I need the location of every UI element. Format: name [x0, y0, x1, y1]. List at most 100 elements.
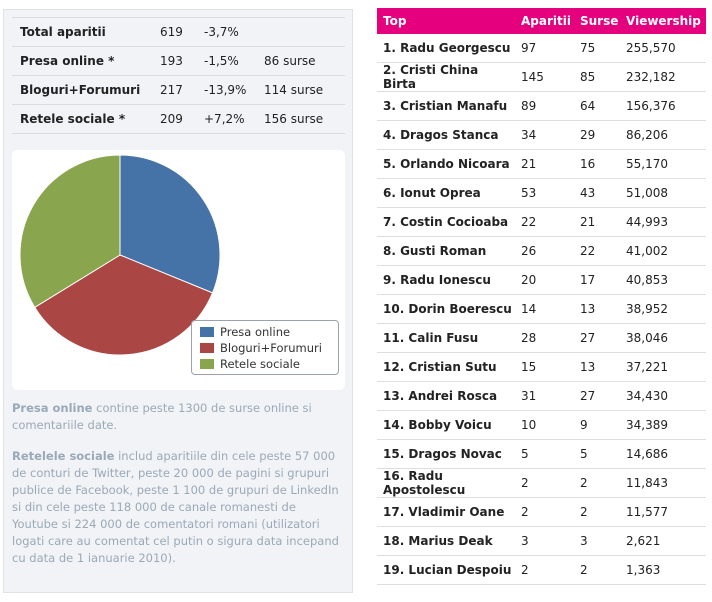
header-top[interactable]: Top [377, 8, 515, 34]
pie-slice-bloguri-forumuri[interactable] [34, 254, 214, 356]
summary-change: -1,5% [204, 46, 264, 76]
summary-sources: 114 surse [264, 75, 345, 105]
row-viewership: 11,843 [620, 468, 706, 498]
row-surse: 16 [574, 149, 620, 179]
row-name: 8. Gusti Roman [377, 236, 515, 266]
table-row: 14. Bobby Voicu 10 9 34,389 [377, 410, 706, 440]
legend-item-presa[interactable]: Presa online [200, 324, 338, 340]
row-viewership: 55,170 [620, 149, 706, 179]
table-row: 2. Cristi China Birta 145 85 232,182 [377, 62, 706, 92]
table-row: 9. Radu Ionescu 20 17 40,853 [377, 265, 706, 295]
note-presa-online: Presa online contine peste 1300 de surse… [12, 400, 345, 434]
legend-item-bloguri[interactable]: Bloguri+Forumuri [200, 340, 338, 356]
row-surse: 3 [574, 526, 620, 556]
row-viewership: 14,686 [620, 439, 706, 469]
header-aparitii[interactable]: Aparitii [515, 8, 574, 34]
row-name: 13. Andrei Rosca [377, 381, 515, 411]
top-table-header: Top Aparitii Surse Viewership [377, 8, 706, 34]
row-viewership: 37,221 [620, 352, 706, 382]
row-surse: 2 [574, 555, 620, 585]
row-name: 10. Dorin Boerescu [377, 294, 515, 324]
pie-slice-retele-sociale[interactable] [19, 154, 121, 309]
table-row: 11. Calin Fusu 28 27 38,046 [377, 323, 706, 353]
note-retele-sociale: Retelele sociale includ aparitiile din c… [12, 448, 345, 567]
table-row: 6. Ionut Oprea 53 43 51,008 [377, 178, 706, 208]
pie-chart: Presa online Bloguri+Forumuri Retele soc… [12, 150, 345, 390]
table-row: 5. Orlando Nicoara 21 16 55,170 [377, 149, 706, 179]
table-row: 4. Dragos Stanca 34 29 86,206 [377, 120, 706, 150]
table-row: 10. Dorin Boerescu 14 13 38,952 [377, 294, 706, 324]
pie-slice-presa-online[interactable] [119, 154, 221, 294]
row-name: 19. Lucian Despoiu [377, 555, 515, 585]
row-surse: 85 [574, 62, 620, 92]
row-surse: 29 [574, 120, 620, 150]
row-viewership: 2,621 [620, 526, 706, 556]
row-surse: 13 [574, 294, 620, 324]
note-keyword: Presa online [12, 401, 93, 415]
pie-chart-svg [19, 154, 221, 356]
row-surse: 17 [574, 265, 620, 295]
row-surse: 43 [574, 178, 620, 208]
row-viewership: 232,182 [620, 62, 706, 92]
table-row: 13. Andrei Rosca 31 27 34,430 [377, 381, 706, 411]
summary-row: Bloguri+Forumuri 217 -13,9% 114 surse [12, 75, 345, 105]
row-name: 14. Bobby Voicu [377, 410, 515, 440]
row-name: 6. Ionut Oprea [377, 178, 515, 208]
row-viewership: 34,389 [620, 410, 706, 440]
table-row: 19. Lucian Despoiu 2 2 1,363 [377, 555, 706, 585]
summary-change: -13,9% [204, 75, 264, 105]
row-viewership: 34,430 [620, 381, 706, 411]
header-surse[interactable]: Surse [574, 8, 620, 34]
legend-item-retele[interactable]: Retele sociale [200, 356, 338, 372]
row-aparitii: 34 [515, 120, 574, 150]
row-viewership: 40,853 [620, 265, 706, 295]
row-viewership: 156,376 [620, 91, 706, 121]
header-viewership[interactable]: Viewership [620, 8, 706, 34]
row-viewership: 44,993 [620, 207, 706, 237]
row-aparitii: 5 [515, 439, 574, 469]
row-aparitii: 53 [515, 178, 574, 208]
row-surse: 75 [574, 34, 620, 63]
row-name: 11. Calin Fusu [377, 323, 515, 353]
table-row: 8. Gusti Roman 26 22 41,002 [377, 236, 706, 266]
row-viewership: 1,363 [620, 555, 706, 585]
row-aparitii: 145 [515, 62, 574, 92]
summary-sources: 86 surse [264, 46, 345, 76]
row-viewership: 86,206 [620, 120, 706, 150]
note-text: contine peste 1300 de surse online si co… [12, 401, 312, 432]
row-aparitii: 31 [515, 381, 574, 411]
legend-label: Bloguri+Forumuri [220, 341, 322, 355]
table-row: 15. Dragos Novac 5 5 14,686 [377, 439, 706, 469]
row-name: 16. Radu Apostolescu [377, 468, 515, 498]
row-surse: 2 [574, 497, 620, 527]
legend-swatch [200, 327, 214, 337]
summary-count: 217 [160, 75, 204, 105]
table-row: 17. Vladimir Oane 2 2 11,577 [377, 497, 706, 527]
summary-sources [264, 17, 345, 47]
row-viewership: 41,002 [620, 236, 706, 266]
row-aparitii: 15 [515, 352, 574, 382]
row-aparitii: 3 [515, 526, 574, 556]
row-viewership: 255,570 [620, 34, 706, 63]
row-surse: 64 [574, 91, 620, 121]
row-surse: 2 [574, 468, 620, 498]
row-name: 12. Cristian Sutu [377, 352, 515, 382]
row-aparitii: 89 [515, 91, 574, 121]
row-aparitii: 22 [515, 207, 574, 237]
row-surse: 22 [574, 236, 620, 266]
row-name: 7. Costin Cocioaba [377, 207, 515, 237]
row-viewership: 38,046 [620, 323, 706, 353]
table-row: 1. Radu Georgescu 97 75 255,570 [377, 34, 706, 63]
row-surse: 13 [574, 352, 620, 382]
summary-row: Presa online * 193 -1,5% 86 surse [12, 46, 345, 76]
row-viewership: 38,952 [620, 294, 706, 324]
chart-legend: Presa online Bloguri+Forumuri Retele soc… [191, 320, 339, 375]
summary-label: Bloguri+Forumuri [12, 75, 160, 105]
summary-label: Presa online * [12, 46, 160, 76]
row-name: 5. Orlando Nicoara [377, 149, 515, 179]
summary-table: Total aparitii 619 -3,7% Presa online * 193-… [12, 17, 345, 134]
legend-label: Retele sociale [220, 357, 300, 371]
table-row: 16. Radu Apostolescu 2 2 11,843 [377, 468, 706, 498]
row-aparitii: 2 [515, 468, 574, 498]
row-aparitii: 26 [515, 236, 574, 266]
